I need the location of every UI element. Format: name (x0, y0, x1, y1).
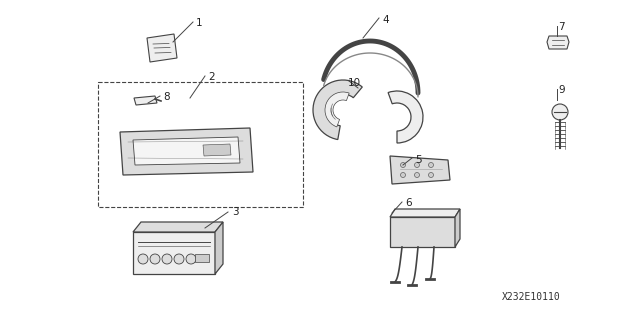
Circle shape (401, 173, 406, 177)
Text: 5: 5 (415, 155, 422, 165)
Polygon shape (455, 209, 460, 247)
Wedge shape (388, 91, 423, 143)
Circle shape (401, 162, 406, 167)
Polygon shape (390, 209, 460, 217)
Circle shape (150, 254, 160, 264)
Wedge shape (325, 92, 349, 127)
Text: 8: 8 (163, 92, 170, 102)
FancyBboxPatch shape (195, 254, 209, 262)
Polygon shape (120, 128, 253, 175)
Circle shape (186, 254, 196, 264)
Text: X232E10110: X232E10110 (502, 292, 561, 302)
Circle shape (174, 254, 184, 264)
Polygon shape (147, 34, 177, 62)
Polygon shape (133, 232, 215, 274)
Circle shape (162, 254, 172, 264)
Polygon shape (390, 217, 455, 247)
Circle shape (429, 162, 433, 167)
Polygon shape (215, 222, 223, 274)
Polygon shape (134, 96, 157, 105)
Circle shape (415, 162, 419, 167)
Circle shape (552, 104, 568, 120)
Text: 1: 1 (196, 18, 203, 28)
Text: 6: 6 (405, 198, 412, 208)
Text: 4: 4 (382, 15, 388, 25)
Polygon shape (390, 156, 450, 184)
Text: 3: 3 (232, 207, 239, 217)
Circle shape (138, 254, 148, 264)
Polygon shape (133, 222, 223, 232)
Text: 2: 2 (208, 72, 214, 82)
Circle shape (415, 173, 419, 177)
Polygon shape (133, 137, 240, 165)
Wedge shape (313, 80, 362, 139)
Text: 9: 9 (558, 85, 564, 95)
Circle shape (429, 173, 433, 177)
Text: 10: 10 (348, 78, 361, 88)
Polygon shape (203, 144, 231, 156)
Polygon shape (547, 36, 569, 49)
Text: 7: 7 (558, 22, 564, 32)
